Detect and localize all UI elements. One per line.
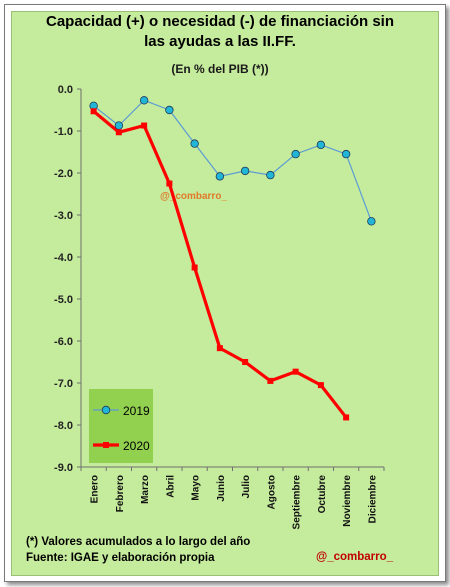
series-2020-point	[216, 345, 223, 352]
y-tick-label: -2.0	[54, 168, 73, 180]
chart-title: Capacidad (+) o necesidad (-) de financi…	[8, 12, 432, 52]
y-tick-label: -1.0	[54, 126, 73, 138]
footnote-line-2: Fuente: IGAE y elaboración propia	[26, 552, 215, 564]
chart-title-line-1: Capacidad (+) o necesidad (-) de financi…	[46, 13, 394, 30]
y-tick-label: -9.0	[54, 462, 73, 474]
series-2020-point	[90, 108, 97, 115]
legend-2019-label: 2019	[123, 404, 150, 418]
series-2020-point	[267, 377, 274, 384]
legend-2020-marker	[103, 442, 109, 448]
y-tick-label: 0.0	[58, 84, 73, 96]
footnote: (*) Valores acumulados a lo largo del añ…	[26, 534, 250, 566]
series-2019-point	[240, 166, 250, 176]
x-tick-label: Enero	[90, 475, 101, 503]
series-2019-point	[341, 149, 351, 159]
series-2020-point	[242, 359, 249, 365]
author-credit: @_combarro_	[316, 551, 394, 563]
series-2019-point	[367, 217, 376, 226]
y-tick-label: -8.0	[54, 420, 73, 432]
y-tick-label: -6.0	[54, 336, 73, 348]
series-2020-point	[166, 180, 173, 187]
series-2020-point	[115, 129, 122, 136]
series-2019-point	[266, 170, 275, 180]
x-tick-label: Octubre	[317, 475, 328, 514]
series-2019-point	[190, 139, 199, 148]
x-tick-label: Abril	[165, 475, 176, 498]
series-2019-point	[316, 140, 326, 150]
y-tick-label: -7.0	[54, 378, 73, 390]
figure-frame	[4, 4, 446, 582]
series-2020-point	[317, 382, 324, 389]
x-tick-label: Junio	[216, 475, 227, 502]
x-tick-label: Febrero	[115, 475, 126, 512]
x-tick-label: Marzo	[140, 475, 151, 504]
series-2019-point	[165, 105, 174, 115]
x-tick-label: Mayo	[191, 475, 202, 501]
series-2020-point	[141, 122, 148, 129]
x-tick-label: Julio	[241, 475, 252, 498]
series-2020-line	[92, 110, 348, 419]
chart-background	[11, 11, 439, 576]
series-2019-point	[215, 172, 225, 181]
y-tick-label: -4.0	[54, 252, 73, 264]
chart-subtitle: (En % del PIB (*))	[171, 62, 269, 76]
series-2020-point	[343, 414, 350, 421]
x-tick-label: Diciembre	[367, 475, 378, 524]
y-tick-label: -3.0	[54, 210, 73, 222]
series-2019-line	[93, 99, 372, 222]
legend-2020-label: 2020	[123, 439, 150, 453]
y-tick-label: -5.0	[54, 294, 73, 306]
footnote-line-1: (*) Valores acumulados a lo largo del añ…	[26, 536, 251, 548]
legend-box	[89, 389, 153, 463]
series-2020-point	[191, 264, 198, 271]
series-2020-point	[292, 368, 299, 375]
x-tick-label: Septiembre	[292, 475, 303, 530]
chart-title-line-2: las ayudas a las II.FF.	[144, 33, 296, 50]
watermark: @_combarro_	[160, 191, 227, 202]
legend-2019-marker	[101, 405, 111, 415]
x-tick-label: Agosto	[266, 475, 277, 509]
series-2019-point	[114, 121, 124, 130]
series-2019-point	[291, 149, 300, 159]
series-2019-point	[139, 96, 149, 105]
x-tick-label: Noviembre	[342, 475, 353, 527]
